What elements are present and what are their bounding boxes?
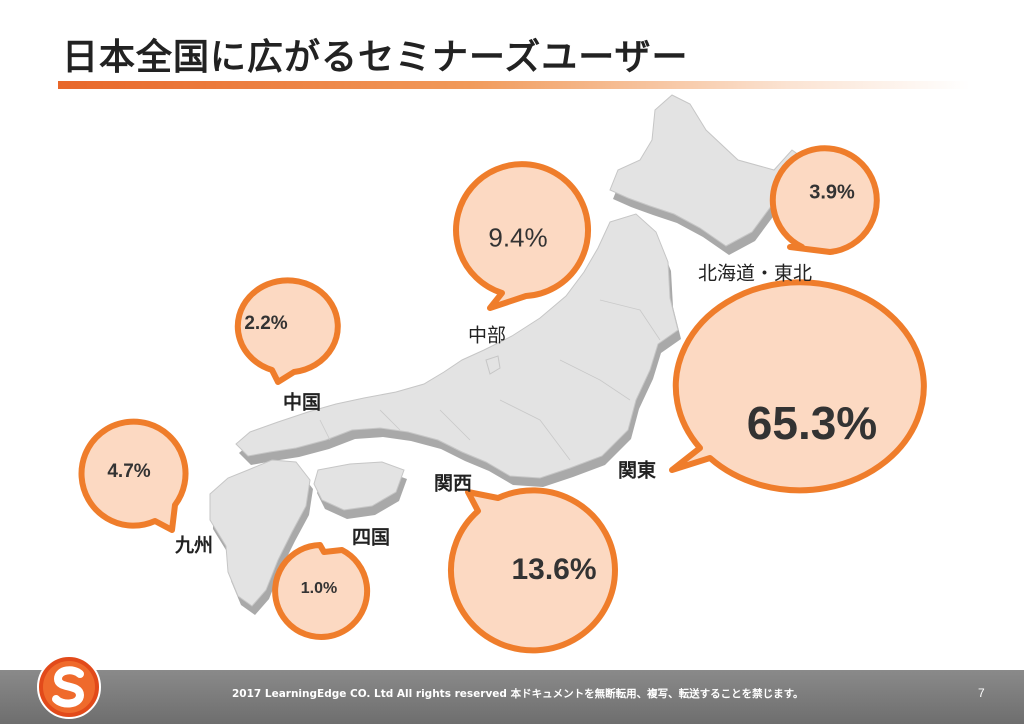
map-kyushu [209,459,311,607]
share-chugoku: 2.2% [244,313,288,334]
map-honshu [235,213,679,479]
map-surface [209,94,807,607]
title-underline [58,81,970,89]
page-number: 7 [978,686,985,700]
share-shikoku: 1.0% [300,580,338,597]
footer-copyright: 2017 LearningEdge CO. Ltd All rights res… [232,688,804,700]
page-title: 日本全国に広がるセミナーズユーザー [62,37,689,78]
share-chubu: 9.4% [488,222,548,253]
region-label-chubu: 中部 [467,324,507,347]
region-label-chugoku: 中国 [282,391,322,414]
map-hokkaido [609,94,807,247]
s-logo-icon [37,655,101,719]
region-label-hokkaido-tohoku: 北海道・東北 [697,262,813,285]
share-kansai: 13.6% [511,553,597,586]
bubble-kanto [669,279,927,494]
map-shikoku [313,461,405,511]
prefecture-lines [319,299,661,461]
region-label-shikoku: 四国 [351,526,391,549]
bubble-hokkaido-tohoku [769,145,880,255]
region-label-kansai: 関西 [433,472,473,495]
bubble-kyushu [78,418,189,533]
bubble-kansai [447,487,618,654]
map-sado-island [485,355,501,375]
region-label-kanto: 関東 [617,459,657,482]
region-label-kyushu: 九州 [174,534,214,557]
share-hokkaido-tohoku: 3.9% [809,181,855,204]
bubbles [78,145,927,654]
share-kanto: 65.3% [746,397,878,449]
bubble-chubu [453,161,592,311]
bubble-shikoku [272,542,371,640]
bubble-chugoku [234,277,341,385]
footer-bar [0,670,1024,724]
share-kyushu: 4.7% [107,461,151,482]
